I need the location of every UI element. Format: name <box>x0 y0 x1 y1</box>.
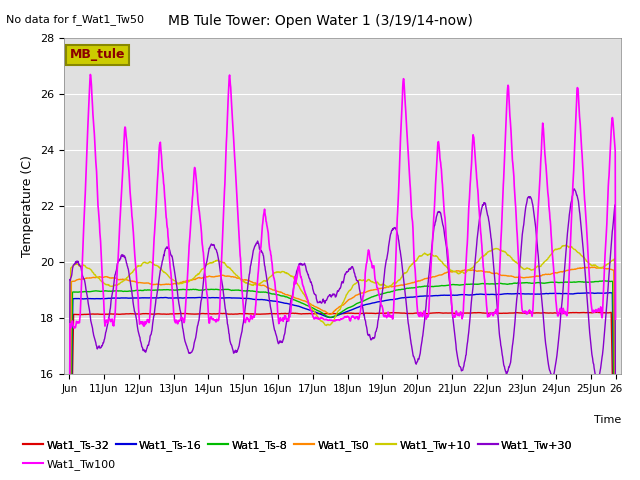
Legend: Wat1_Ts-32, Wat1_Ts-16, Wat1_Ts-8, Wat1_Ts0, Wat1_Tw+10, Wat1_Tw+30: Wat1_Ts-32, Wat1_Ts-16, Wat1_Ts-8, Wat1_… <box>19 435 577 455</box>
Y-axis label: Temperature (C): Temperature (C) <box>22 156 35 257</box>
Text: MB_tule: MB_tule <box>70 48 125 61</box>
Text: No data for f_Wat1_Tw50: No data for f_Wat1_Tw50 <box>6 14 145 25</box>
Text: Time: Time <box>593 415 621 425</box>
Text: MB Tule Tower: Open Water 1 (3/19/14-now): MB Tule Tower: Open Water 1 (3/19/14-now… <box>168 14 472 28</box>
Legend: Wat1_Tw100: Wat1_Tw100 <box>19 455 120 474</box>
